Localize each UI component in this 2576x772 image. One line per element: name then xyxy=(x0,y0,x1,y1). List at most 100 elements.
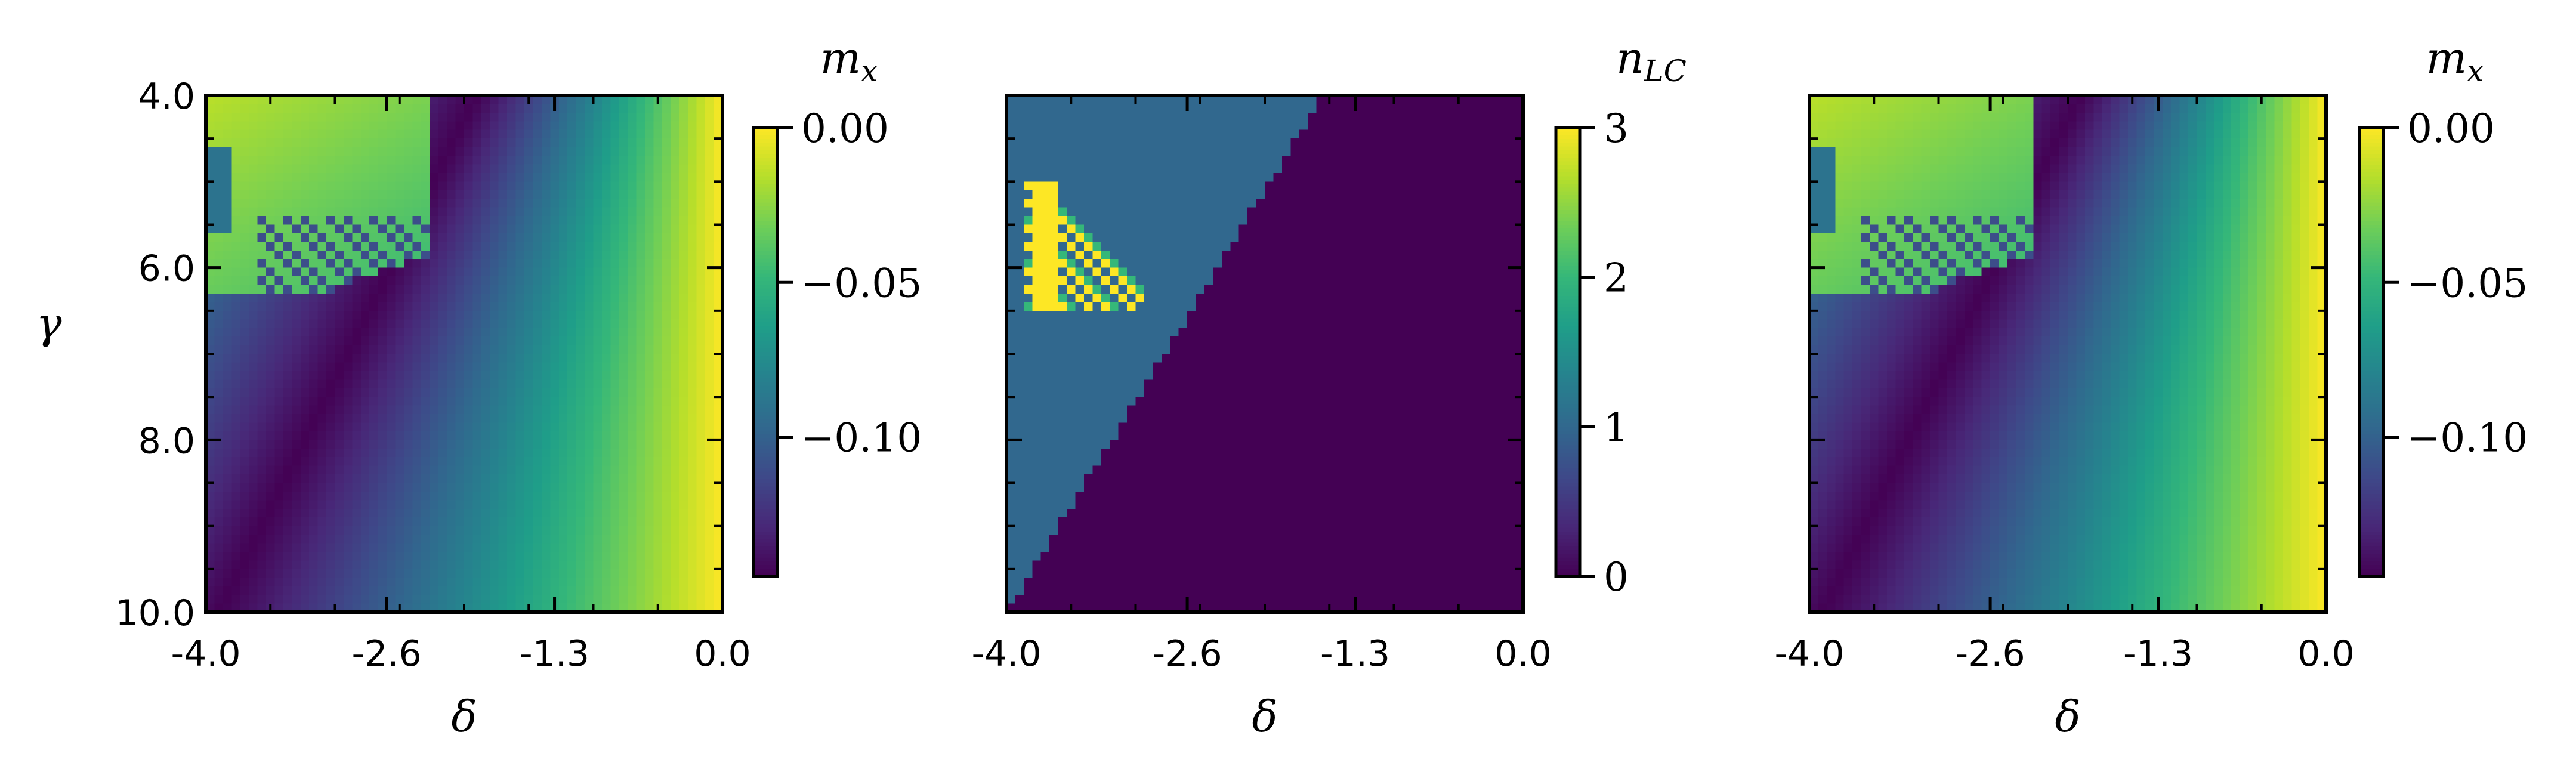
heatmap-cell xyxy=(671,517,680,527)
heatmap-cell xyxy=(369,535,379,544)
heatmap-cell xyxy=(326,190,336,199)
heatmap-cell xyxy=(455,319,465,329)
heatmap-cell xyxy=(585,586,594,595)
heatmap-cell xyxy=(326,172,336,182)
heatmap-cell xyxy=(1204,129,1213,139)
heatmap-cell xyxy=(1067,156,1076,165)
heatmap-cell xyxy=(395,388,404,397)
heatmap-cell xyxy=(567,147,577,156)
heatmap-cell xyxy=(231,95,241,105)
heatmap-cell xyxy=(533,302,542,311)
heatmap-cell xyxy=(326,216,336,226)
heatmap-cell xyxy=(490,156,499,165)
heatmap-cell xyxy=(421,422,430,432)
heatmap-cell xyxy=(688,121,697,131)
heatmap-cell xyxy=(593,233,603,242)
heatmap-cell xyxy=(576,405,585,415)
heatmap-cell xyxy=(1359,156,1369,165)
heatmap-cell xyxy=(1488,172,1498,182)
heatmap-cell xyxy=(249,216,258,226)
heatmap-cell xyxy=(576,129,585,139)
heatmap-cell xyxy=(1368,259,1377,268)
heatmap-cell xyxy=(206,310,215,320)
heatmap-cell xyxy=(257,328,267,337)
heatmap-cell xyxy=(490,586,499,595)
heatmap-cell xyxy=(352,319,362,329)
heatmap-cell xyxy=(214,242,224,251)
heatmap-cell xyxy=(696,112,706,122)
heatmap-cell xyxy=(1178,199,1188,208)
heatmap-cell xyxy=(1479,121,1489,131)
heatmap-cell xyxy=(1032,129,1042,139)
heatmap-cell xyxy=(395,422,404,432)
heatmap-cell xyxy=(515,336,525,346)
heatmap-cell xyxy=(515,578,525,587)
heatmap-cell xyxy=(550,422,560,432)
heatmap-cell xyxy=(705,199,715,208)
heatmap-cell xyxy=(1049,164,1059,174)
heatmap-cell xyxy=(550,336,560,346)
heatmap-cell xyxy=(249,242,258,251)
heatmap-cell xyxy=(403,129,413,139)
heatmap-cell xyxy=(343,181,353,191)
heatmap-cell xyxy=(490,302,499,311)
heatmap-cell xyxy=(481,112,490,122)
heatmap-cell xyxy=(1204,224,1213,234)
heatmap-cell xyxy=(679,457,688,467)
heatmap-cell xyxy=(360,207,370,217)
heatmap-cell xyxy=(1230,216,1240,226)
heatmap-cell xyxy=(1230,233,1240,242)
heatmap-cell xyxy=(395,147,404,156)
heatmap-cell xyxy=(628,138,637,148)
heatmap-cell xyxy=(335,233,344,242)
heatmap-cell xyxy=(447,259,456,268)
heatmap-cell xyxy=(601,431,611,440)
heatmap-cell xyxy=(533,595,542,604)
heatmap-cell xyxy=(1247,259,1257,268)
heatmap-cell xyxy=(1170,181,1179,191)
heatmap-cell xyxy=(645,448,654,458)
heatmap-cell xyxy=(309,362,319,372)
heatmap-cell xyxy=(395,250,404,260)
heatmap-cell xyxy=(705,293,715,302)
heatmap-cell xyxy=(610,336,620,346)
heatmap-cell xyxy=(257,483,267,492)
heatmap-cell xyxy=(1488,199,1498,208)
heatmap-cell xyxy=(421,354,430,363)
heatmap-cell xyxy=(403,172,413,182)
heatmap-cell xyxy=(1040,207,1050,217)
heatmap-cell xyxy=(524,500,534,509)
heatmap-cell xyxy=(585,431,594,440)
heatmap-cell xyxy=(1006,224,1016,234)
heatmap-cell xyxy=(274,578,284,587)
heatmap-cell xyxy=(1127,95,1136,105)
heatmap-cell xyxy=(1153,147,1162,156)
heatmap-cell xyxy=(1368,199,1377,208)
heatmap-cell xyxy=(403,267,413,277)
heatmap-cell xyxy=(464,224,474,234)
heatmap-cell xyxy=(1015,199,1024,208)
colorbar-segment xyxy=(753,483,777,487)
heatmap-cell xyxy=(628,508,637,518)
heatmap-cell xyxy=(636,491,645,501)
heatmap-cell xyxy=(628,603,637,613)
heatmap-cell xyxy=(206,267,215,277)
heatmap-cell xyxy=(705,414,715,424)
heatmap-cell xyxy=(567,138,577,148)
heatmap-cell xyxy=(300,465,310,475)
heatmap-cell xyxy=(550,112,560,122)
heatmap-cell xyxy=(653,354,663,363)
heatmap-cell xyxy=(1032,147,1042,156)
heatmap-cell xyxy=(490,603,499,613)
heatmap-cell xyxy=(481,370,490,380)
heatmap-cell xyxy=(395,465,404,475)
heatmap-cell xyxy=(300,121,310,131)
heatmap-cell xyxy=(421,465,430,475)
heatmap-cell xyxy=(352,242,362,251)
heatmap-cell xyxy=(1256,250,1265,260)
heatmap-cell xyxy=(464,397,474,406)
heatmap-cell xyxy=(558,138,568,148)
heatmap-cell xyxy=(541,233,551,242)
heatmap-cell xyxy=(292,379,301,389)
heatmap-cell xyxy=(455,474,465,484)
